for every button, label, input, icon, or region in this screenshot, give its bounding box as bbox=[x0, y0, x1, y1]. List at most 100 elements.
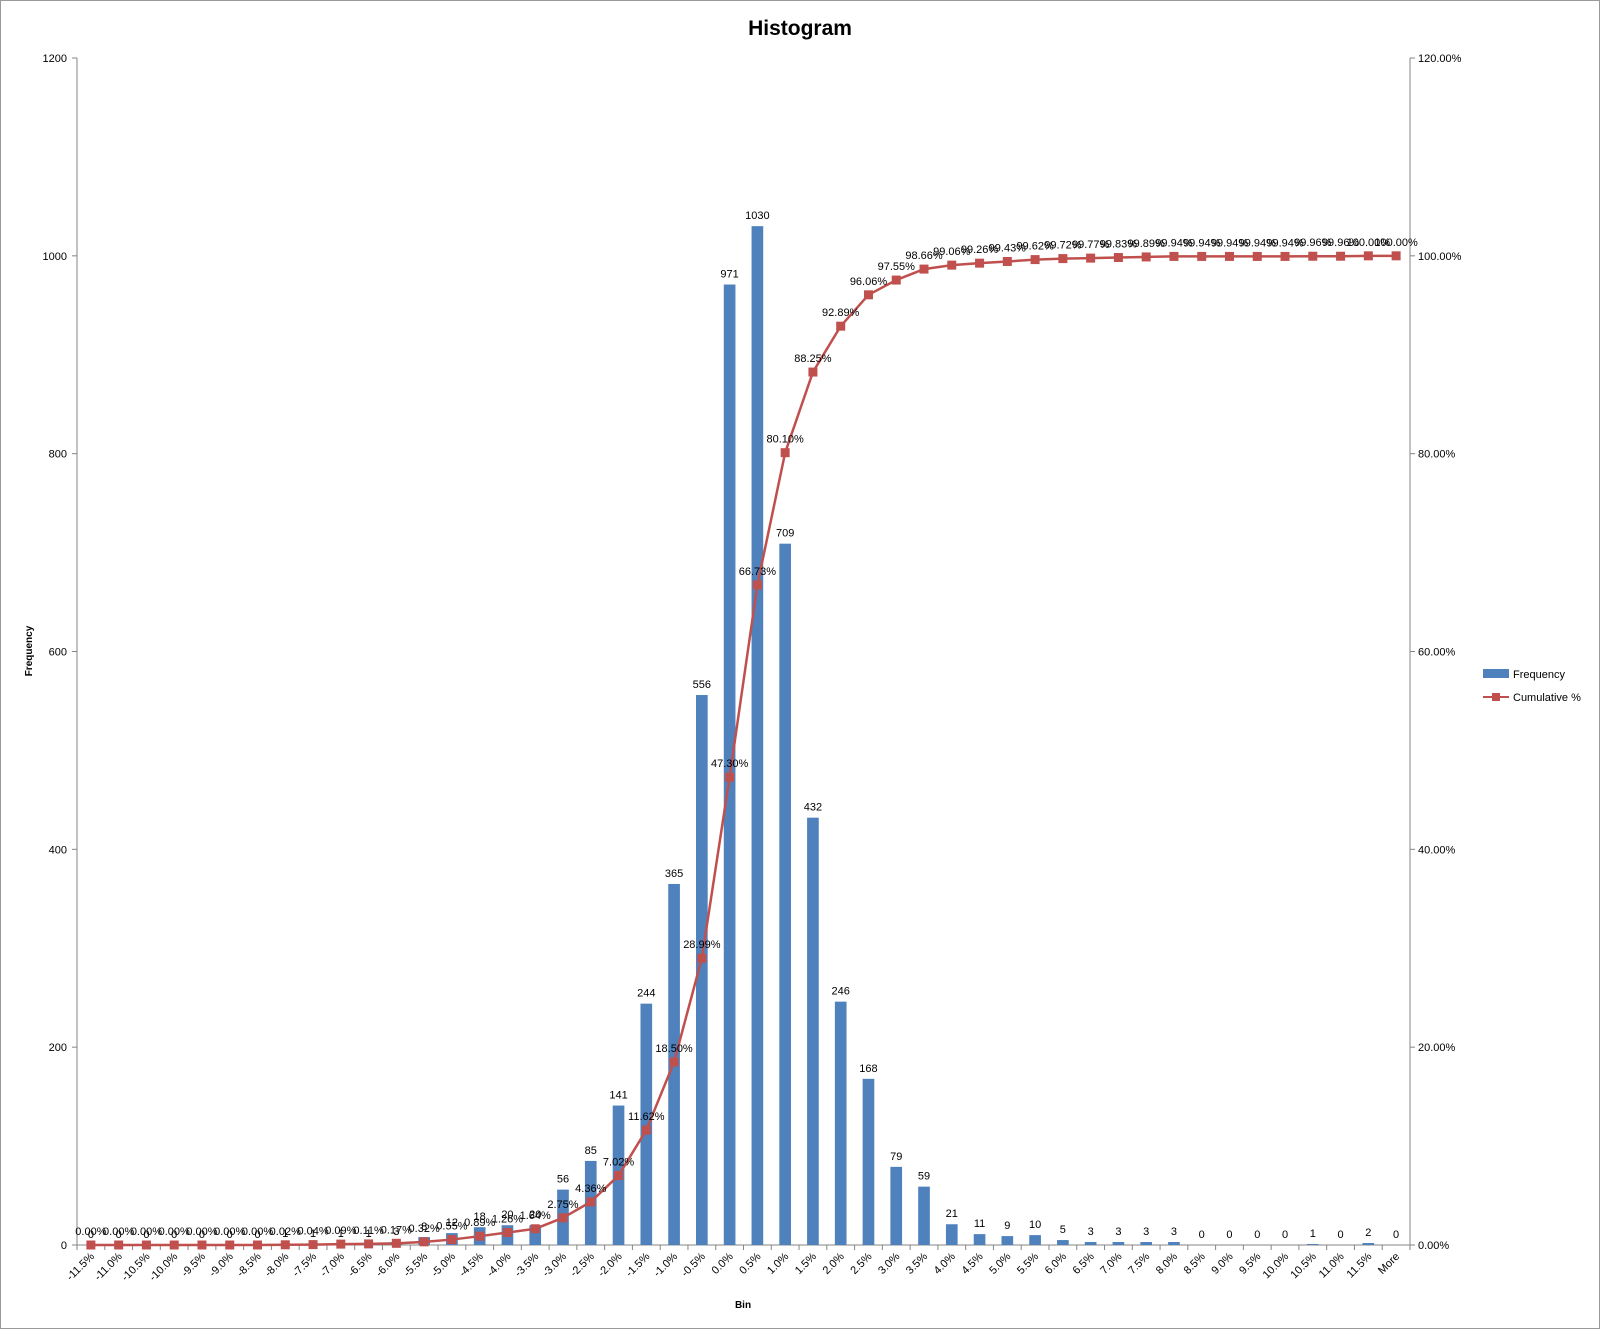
x-tick-label: -7.5% bbox=[290, 1250, 319, 1279]
cumulative-marker bbox=[836, 321, 846, 331]
frequency-data-label: 3 bbox=[1115, 1226, 1121, 1238]
frequency-bar bbox=[918, 1186, 930, 1245]
frequency-data-label: 10 bbox=[1029, 1219, 1041, 1231]
y-tick-label: 400 bbox=[49, 844, 67, 856]
frequency-bar bbox=[1168, 1242, 1180, 1245]
cumulative-data-label: 0.02% bbox=[270, 1226, 301, 1238]
cumulative-data-label: 0.00% bbox=[214, 1226, 245, 1238]
frequency-bar bbox=[640, 1003, 653, 1245]
x-tick-label: 8.5% bbox=[1182, 1250, 1208, 1276]
cumulative-marker bbox=[725, 772, 735, 782]
x-tick-label: 4.5% bbox=[959, 1250, 985, 1276]
cumulative-marker bbox=[1086, 253, 1096, 263]
cumulative-data-label: 99.06% bbox=[933, 246, 971, 258]
x-tick-label: 1.5% bbox=[793, 1250, 819, 1276]
frequency-data-label: 59 bbox=[918, 1171, 930, 1183]
y-axis-title: Frequency bbox=[24, 625, 35, 676]
cumulative-data-label: 98.66% bbox=[905, 250, 943, 262]
x-tick-label: -10.5% bbox=[119, 1250, 152, 1283]
frequency-data-label: 0 bbox=[227, 1229, 233, 1241]
cumulative-marker bbox=[1224, 251, 1234, 261]
x-tick-label: 3.5% bbox=[904, 1250, 930, 1276]
frequency-bar bbox=[1084, 1242, 1097, 1245]
cumulative-marker bbox=[752, 580, 762, 590]
cumulative-data-label: 100.00% bbox=[1374, 237, 1418, 249]
cumulative-data-label: 99.96% bbox=[1322, 237, 1360, 249]
cumulative-marker bbox=[641, 1125, 651, 1135]
cumulative-marker bbox=[447, 1235, 457, 1245]
y2-tick-label: 60.00% bbox=[1418, 647, 1456, 659]
cumulative-data-label: 1.64% bbox=[520, 1210, 551, 1222]
x-tick-label: -5.0% bbox=[429, 1250, 458, 1279]
x-tick-label: 5.0% bbox=[987, 1250, 1013, 1276]
cumulative-data-label: 0.89% bbox=[464, 1217, 495, 1229]
cumulative-marker bbox=[1030, 255, 1040, 265]
frequency-bar bbox=[862, 1078, 875, 1245]
chart-title: Histogram bbox=[748, 17, 852, 40]
frequency-data-label: 0 bbox=[1393, 1229, 1399, 1241]
cumulative-marker bbox=[225, 1240, 235, 1250]
frequency-data-label: 0 bbox=[254, 1229, 260, 1241]
cumulative-marker bbox=[280, 1240, 290, 1250]
cumulative-data-label: 99.83% bbox=[1100, 239, 1138, 251]
frequency-data-label: 2 bbox=[1365, 1227, 1371, 1239]
legend-frequency-label: Frequency bbox=[1513, 669, 1565, 681]
x-tick-label: -2.5% bbox=[568, 1250, 597, 1279]
frequency-bar bbox=[834, 1001, 847, 1245]
cumulative-marker bbox=[1336, 251, 1346, 261]
cumulative-line bbox=[90, 254, 1397, 1247]
x-tick-label: 2.5% bbox=[848, 1250, 874, 1276]
cumulative-data-label: 0.32% bbox=[409, 1223, 440, 1235]
x-tick-label: -7.0% bbox=[318, 1250, 347, 1279]
x-tick-label: 2.0% bbox=[821, 1250, 847, 1276]
cumulative-data-label: 99.96% bbox=[1294, 237, 1332, 249]
frequency-bar bbox=[1362, 1243, 1375, 1245]
cumulative-marker bbox=[1113, 253, 1123, 263]
cumulative-data-label: 96.06% bbox=[850, 276, 888, 288]
cumulative-marker bbox=[1197, 251, 1207, 261]
x-tick-label: -0.5% bbox=[679, 1250, 708, 1279]
x-tick-label: -2.0% bbox=[596, 1250, 625, 1279]
cumulative-marker bbox=[253, 1240, 263, 1250]
cumulative-marker bbox=[975, 258, 985, 268]
frequency-data-label: 365 bbox=[665, 868, 683, 880]
y-tick-label: 200 bbox=[49, 1042, 67, 1054]
x-tick-label: -1.5% bbox=[624, 1250, 653, 1279]
cumulative-marker bbox=[1141, 252, 1151, 262]
frequency-data-label: 20 bbox=[501, 1209, 513, 1221]
frequency-bar bbox=[890, 1166, 903, 1245]
cumulative-marker bbox=[197, 1240, 207, 1250]
frequency-data-label: 85 bbox=[585, 1145, 597, 1157]
frequency-data-label: 11 bbox=[974, 1218, 985, 1230]
frequency-bar bbox=[1057, 1240, 1069, 1245]
x-tick-label: -5.5% bbox=[401, 1250, 430, 1279]
x-tick-label: -10.0% bbox=[147, 1250, 180, 1283]
frequency-bar bbox=[807, 817, 819, 1245]
cumulative-data-label: 18.50% bbox=[655, 1043, 693, 1055]
x-tick-label: -3.0% bbox=[540, 1250, 569, 1279]
cumulative-marker bbox=[697, 953, 707, 963]
cumulative-marker bbox=[1391, 251, 1401, 261]
y-tick-label: 800 bbox=[49, 449, 67, 461]
cumulative-data-label: 7.02% bbox=[603, 1157, 634, 1169]
x-axis-title: Bin bbox=[735, 1300, 751, 1311]
x-tick-label: 1.0% bbox=[765, 1250, 791, 1276]
cumulative-marker bbox=[1363, 251, 1373, 261]
frequency-bar bbox=[751, 226, 764, 1246]
x-tick-label: -11.5% bbox=[64, 1250, 97, 1283]
x-tick-label: 6.5% bbox=[1071, 1250, 1097, 1276]
cumulative-marker bbox=[1252, 251, 1262, 261]
cumulative-marker bbox=[1308, 251, 1318, 261]
cumulative-marker bbox=[336, 1239, 346, 1249]
cumulative-marker bbox=[475, 1231, 485, 1241]
cumulative-data-label: 99.77% bbox=[1072, 239, 1110, 251]
x-tick-label: -6.0% bbox=[374, 1250, 403, 1279]
frequency-data-label: 0 bbox=[1338, 1229, 1344, 1241]
cumulative-data-label: 47.30% bbox=[711, 758, 749, 770]
x-tick-label: 3.0% bbox=[876, 1250, 902, 1276]
cumulative-data-label: 99.26% bbox=[961, 244, 999, 256]
frequency-data-label: 0 bbox=[1254, 1229, 1260, 1241]
cumulative-marker bbox=[1169, 251, 1179, 261]
frequency-bar bbox=[723, 284, 736, 1245]
x-tick-label: 11.0% bbox=[1317, 1250, 1347, 1280]
